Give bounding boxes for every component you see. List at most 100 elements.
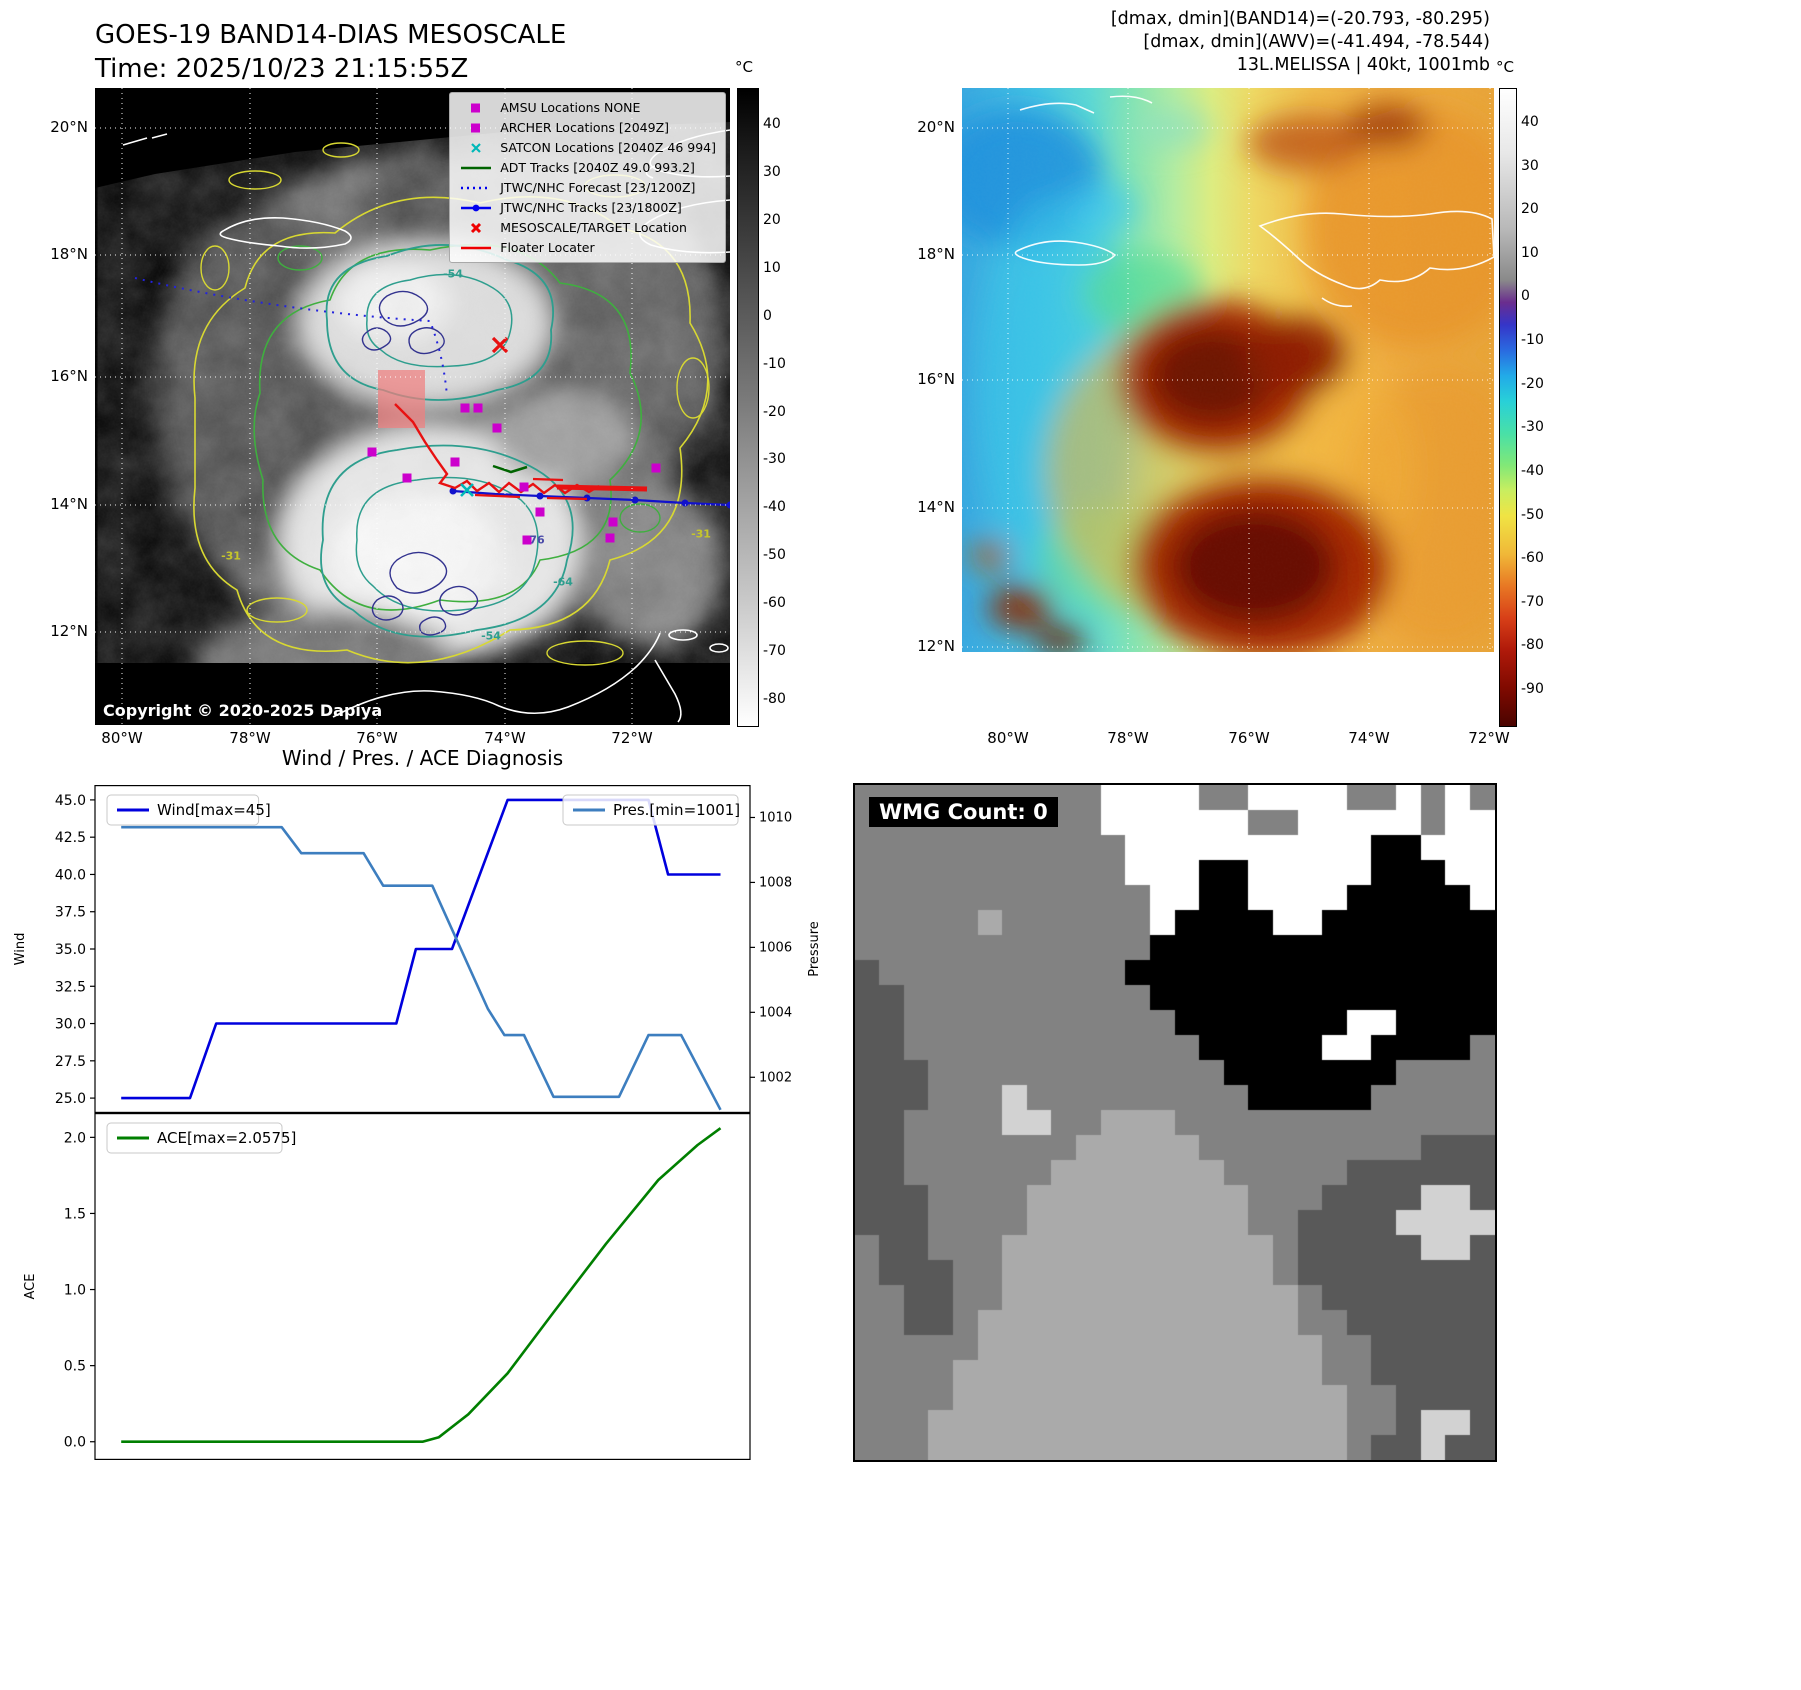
legend-label: MESOSCALE/TARGET Location [500, 220, 687, 235]
band14-map: AMSU Locations NONE ARCHER Locations [204… [95, 88, 730, 725]
contour-label: -64 [553, 575, 573, 589]
legend-label: AMSU Locations NONE [500, 100, 641, 115]
cold-core-contours [361, 290, 479, 636]
band14-lat-tick-label: 20°N [50, 118, 88, 136]
mesoscale-sector-box [378, 370, 425, 428]
awv-lat-tick-label: 16°N [917, 370, 955, 388]
y-tick-label: 35.0 [55, 942, 86, 958]
band14-lon-tick-label: 78°W [229, 729, 271, 747]
band14-colorbar-tick: -70 [763, 643, 786, 660]
ir-contours [193, 142, 710, 666]
jtwc-forecast-track [134, 277, 448, 397]
band14-colorbar-tick: -30 [763, 451, 786, 468]
awv-colorbar [1499, 88, 1517, 727]
legend-marker-square-icon [471, 123, 481, 132]
band14-lat-tick-label: 16°N [50, 367, 88, 385]
awv-colorbar-tick: -80 [1521, 637, 1544, 654]
awv-map [962, 88, 1494, 725]
y2-tick-label: 1008 [759, 875, 792, 890]
band14-lon-tick-label: 76°W [356, 729, 398, 747]
y2-tick-label: 1004 [759, 1005, 792, 1020]
band14-lat-tick-label: 14°N [50, 495, 88, 513]
awv-colorbar-tick: 30 [1521, 157, 1539, 174]
awv-colorbar-tick: -40 [1521, 462, 1544, 479]
wmg-count-label: WMG Count: 0 [869, 797, 1058, 827]
awv-coastlines [1014, 95, 1494, 308]
awv-header: [dmax, dmin](BAND14)=(-20.793, -80.295) … [1111, 8, 1490, 77]
legend-marker-square-icon [471, 103, 481, 112]
y-tick-label: 2.0 [64, 1130, 86, 1146]
contour-label: -31 [221, 549, 241, 563]
y-tick-label: 40.0 [55, 867, 86, 883]
copyright-text: Copyright © 2020-2025 Dapiya [103, 701, 383, 720]
band14-colorbar-tick: -20 [763, 403, 786, 420]
awv-colorbar-tick: 10 [1521, 244, 1539, 261]
band14-lat-tick-label: 18°N [50, 245, 88, 263]
awv-colorbar-unit: °C [1496, 58, 1514, 76]
band14-colorbar-tick: -80 [763, 691, 786, 708]
satcon-x-icon [460, 483, 474, 497]
awv-grain-texture [962, 88, 1494, 652]
legend-marker-linedot-icon [461, 204, 492, 211]
awv-colorbar-tick: -20 [1521, 375, 1544, 392]
awv-lat-tick-label: 14°N [917, 498, 955, 516]
y-tick-label: 45.0 [55, 793, 86, 809]
legend-label: ADT Tracks [2040Z 49.0 993.2] [500, 160, 695, 175]
awv-lat-tick-label: 20°N [917, 118, 955, 136]
awv-lon-tick-label: 78°W [1107, 729, 1149, 747]
awv-colorbar-tick: 20 [1521, 201, 1539, 218]
awv-colorbar-tick: -60 [1521, 550, 1544, 567]
plot-frame [94, 1113, 751, 1460]
awv-lat-tick-label: 12°N [917, 637, 955, 655]
chart-legend: Pres.[min=1001] [562, 794, 740, 826]
band14-lon-tick-label: 74°W [484, 729, 526, 747]
y2-tick-label: 1006 [759, 940, 792, 955]
legend-item: JTWC/NHC Forecast [23/1200Z] [459, 178, 716, 197]
data-swath-edge-bottom [95, 663, 730, 725]
band14-colorbar [737, 88, 759, 727]
awv-lat-tick-label: 18°N [917, 245, 955, 263]
legend-marker-dotted-icon [461, 186, 492, 189]
contour-label: 76 [529, 533, 545, 547]
series-line [121, 825, 722, 1111]
awv-header-line2: [dmax, dmin](AWV)=(-41.494, -78.544) [1143, 32, 1490, 52]
legend-item: Floater Locater [459, 238, 716, 257]
band14-timestamp: Time: 2025/10/23 21:15:55Z [95, 54, 469, 84]
ace-chart: 0.0 0.5 1.0 1.5 2.0 ACE ACE[max=2.0575] [23, 1113, 751, 1460]
legend-item: ADT Tracks [2040Z 49.0 993.2] [459, 158, 716, 177]
contour-label: -54 [443, 267, 463, 281]
y-axis-label: Wind [13, 933, 28, 966]
awv-colorbar-tick: -70 [1521, 593, 1544, 610]
band14-colorbar-tick: 20 [763, 211, 781, 228]
contour-label: -31 [691, 527, 711, 541]
band14-title: GOES-19 BAND14-DIAS MESOSCALE [95, 20, 567, 50]
series-line [121, 1127, 722, 1444]
y-tick-label: 37.5 [55, 905, 86, 921]
graticule [95, 88, 730, 725]
y2-axis-label: Pressure [807, 921, 822, 977]
awv-colorbar-tick: 40 [1521, 114, 1539, 131]
legend-item: MESOSCALE/TARGET Location [459, 218, 716, 237]
target-x-icon [491, 336, 509, 354]
y-axis-label: ACE [23, 1274, 38, 1300]
band14-colorbar-tick: -60 [763, 595, 786, 612]
adt-track [492, 464, 528, 474]
legend-item: ARCHER Locations [2049Z] [459, 118, 716, 137]
band14-colorbar-tick: -50 [763, 547, 786, 564]
band14-colorbar-tick: 10 [763, 259, 781, 276]
band14-colorbar-tick: 40 [763, 115, 781, 132]
y-tick-label: 25.0 [55, 1091, 86, 1107]
chart-legend-label: Pres.[min=1001] [613, 801, 740, 819]
awv-lon-tick-label: 72°W [1468, 729, 1510, 747]
legend-label: JTWC/NHC Tracks [23/1800Z] [500, 200, 682, 215]
awv-colorbar-tick: -10 [1521, 332, 1544, 349]
awv-colorbar-tick: 0 [1521, 288, 1530, 305]
series-line [121, 798, 721, 1100]
y-tick-label: 0.5 [64, 1359, 86, 1375]
awv-colorbar-tick: -30 [1521, 419, 1544, 436]
y-tick-label: 42.5 [55, 830, 86, 846]
awv-colorbar-tick: -90 [1521, 680, 1544, 697]
band14-colorbar-tick: -10 [763, 355, 786, 372]
awv-lon-tick-label: 80°W [987, 729, 1029, 747]
